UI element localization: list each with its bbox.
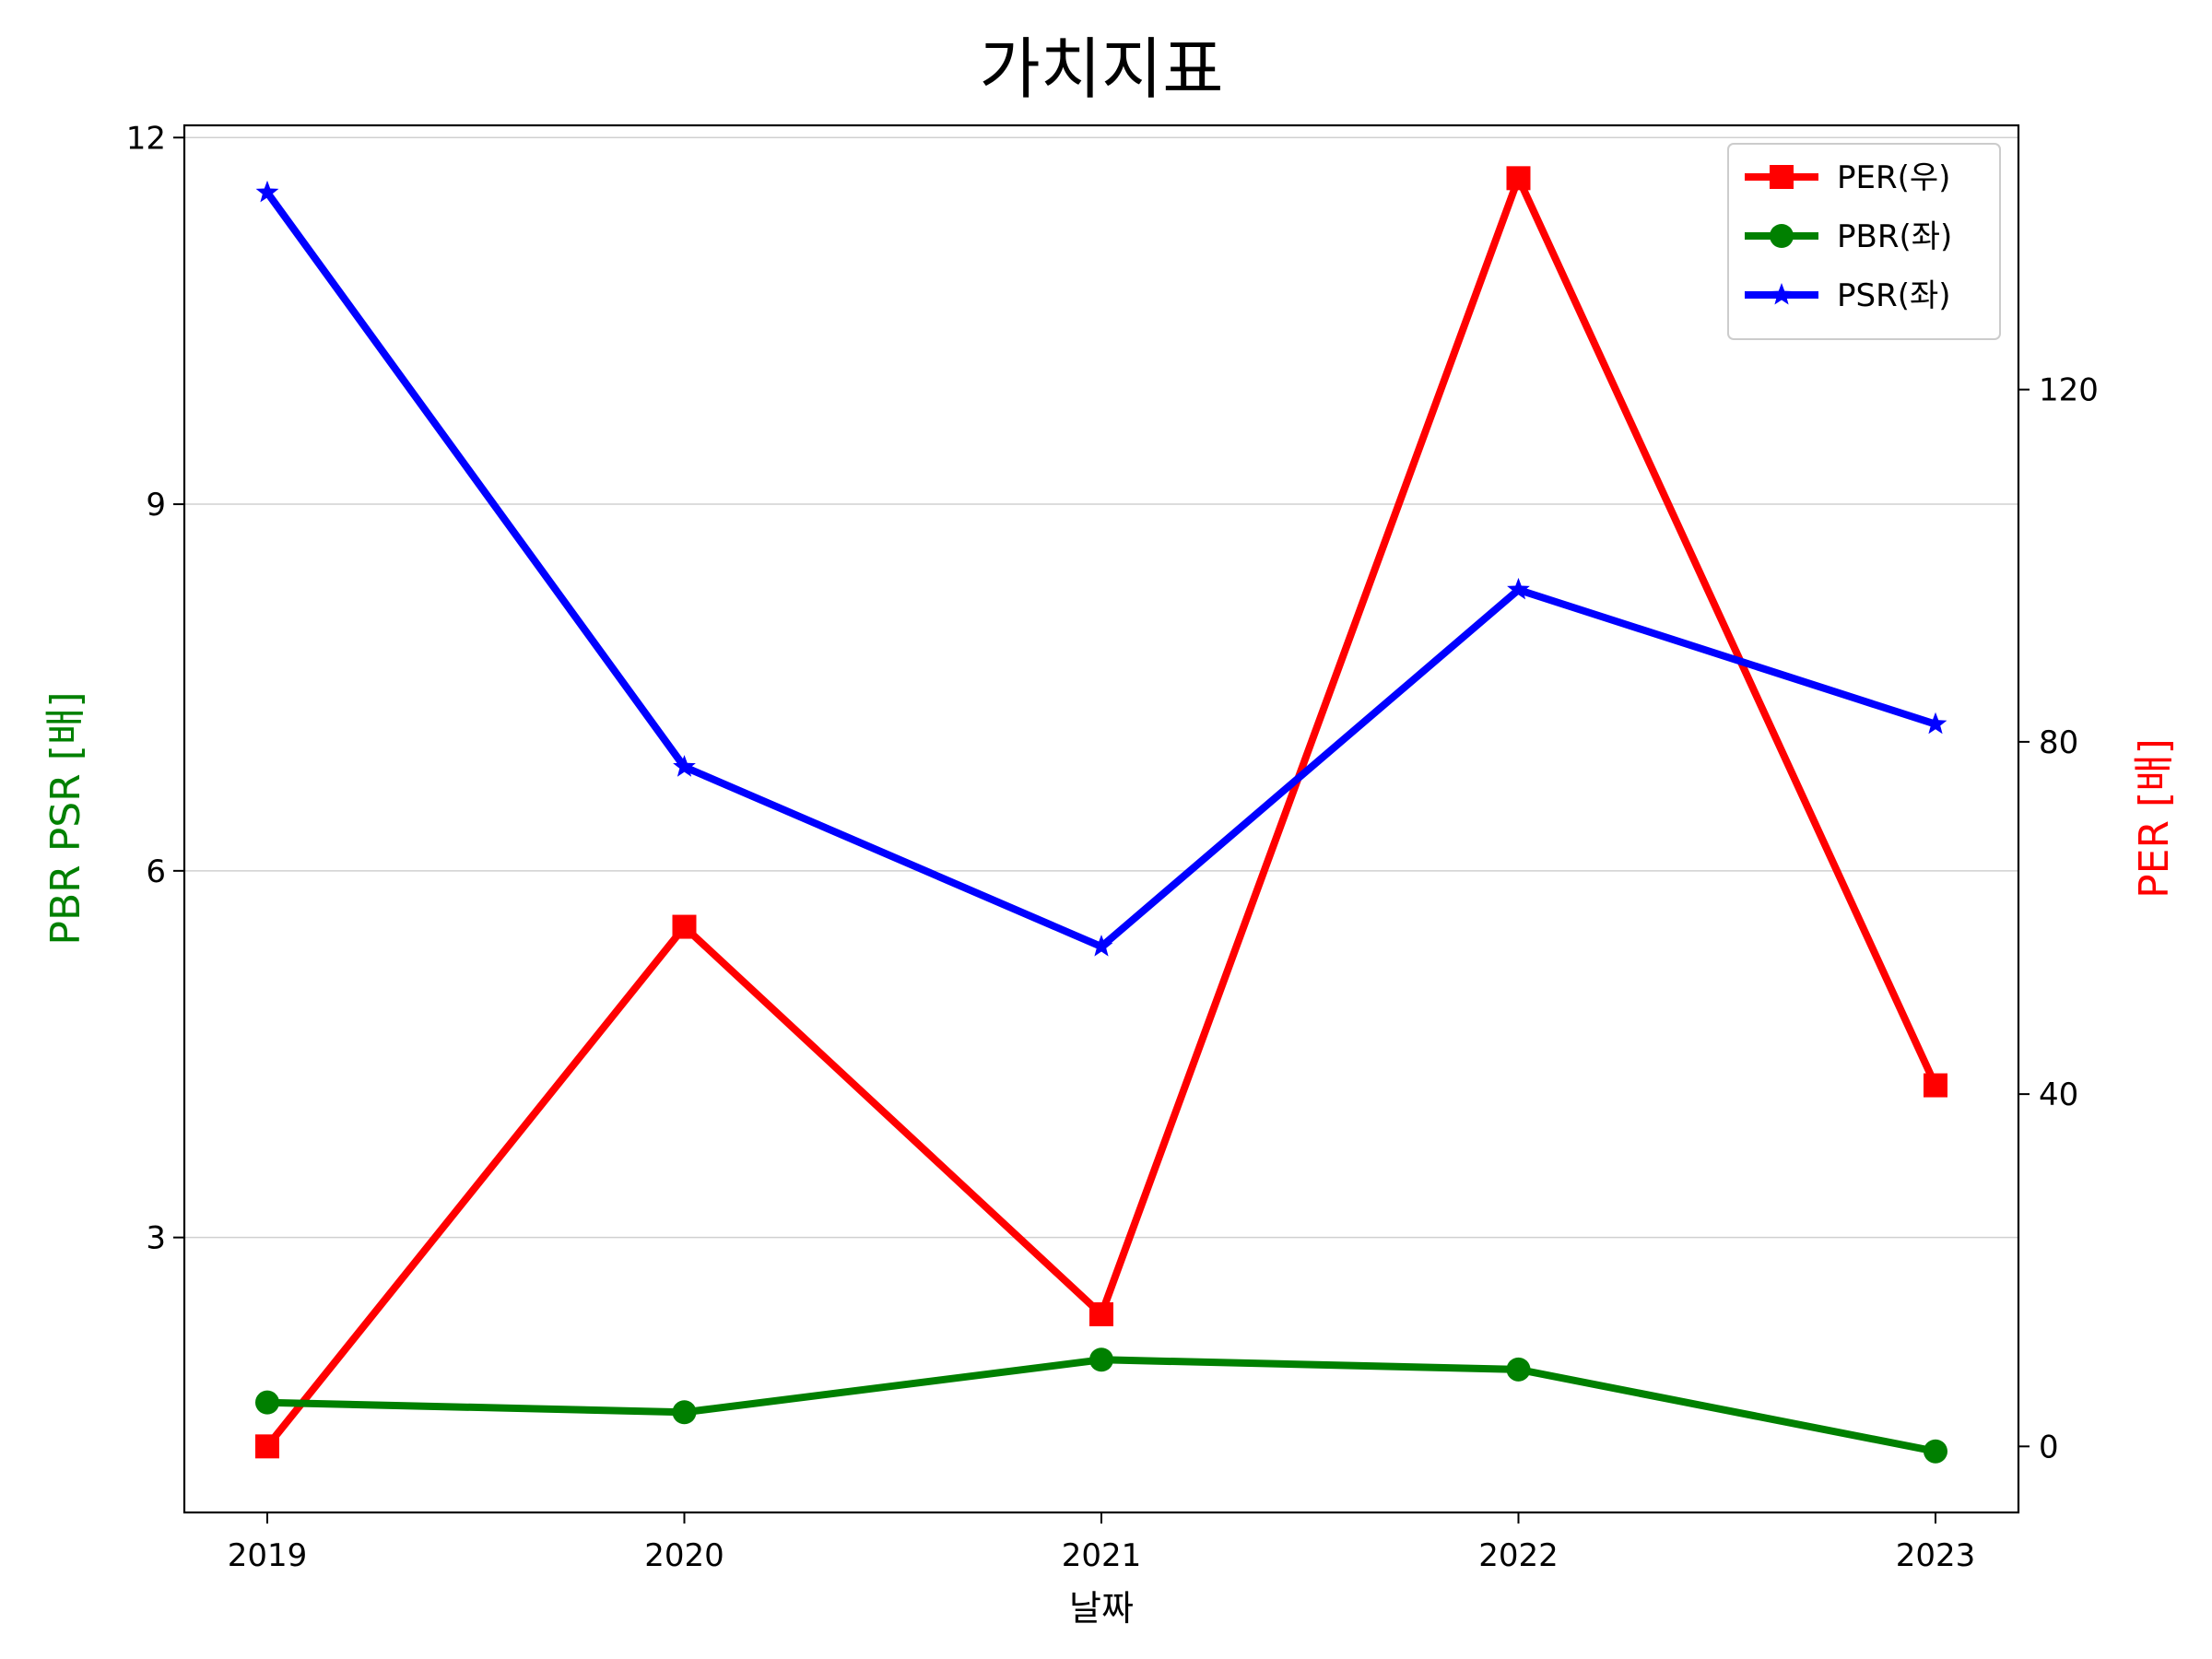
right-tick-label: 40	[2039, 1077, 2078, 1113]
x-tick-label: 2020	[644, 1537, 724, 1574]
series-circle	[255, 1347, 1947, 1464]
series-square	[255, 166, 1947, 1459]
left-tick-label: 6	[146, 853, 166, 890]
data-point	[1924, 1439, 1947, 1464]
left-tick-label: 3	[146, 1220, 166, 1257]
series-star	[255, 180, 1947, 957]
data-point	[1089, 1302, 1113, 1326]
legend-marker	[1770, 283, 1794, 305]
x-axis-label: 날짜	[1069, 1588, 1134, 1629]
right-tick-label: 80	[2039, 724, 2078, 761]
x-tick-label: 2022	[1478, 1537, 1559, 1574]
series-line	[264, 190, 1937, 951]
chart-title: 가치지표	[980, 30, 1224, 108]
legend-marker	[1770, 224, 1794, 248]
left-tick-label: 12	[126, 120, 166, 157]
right-axis-label: PER [배]	[2131, 738, 2178, 899]
data-point	[255, 1390, 279, 1415]
data-point	[672, 914, 697, 939]
data-point	[1924, 1073, 1947, 1098]
x-tick-label: 2019	[228, 1537, 308, 1574]
right-tick-label: 0	[2039, 1429, 2059, 1465]
left-axis-label: PBR PSR [배]	[42, 691, 89, 945]
data-point	[1506, 1357, 1531, 1382]
legend-box	[1727, 143, 2001, 340]
legend: PER(우) PBR(좌) PSR(좌)	[1727, 143, 2001, 340]
series-line	[264, 174, 1939, 1449]
data-point	[1089, 1347, 1113, 1372]
series-layer	[255, 166, 1947, 1464]
data-point	[1089, 935, 1113, 957]
data-point	[1506, 166, 1531, 191]
data-point	[672, 1400, 697, 1425]
right-tick-label: 120	[2039, 372, 2099, 409]
left-tick-label: 9	[146, 487, 166, 524]
x-tick-label: 2021	[1062, 1537, 1142, 1574]
legend-label: PBR(좌)	[1837, 218, 1952, 255]
data-point	[1507, 577, 1530, 600]
legend-marker	[1770, 165, 1794, 189]
legend-label: PER(우)	[1837, 159, 1950, 196]
data-point	[1924, 712, 1947, 735]
data-point	[673, 755, 696, 777]
x-tick-label: 2023	[1896, 1537, 1976, 1574]
legend-label: PSR(좌)	[1837, 277, 1951, 314]
data-point	[255, 180, 279, 203]
series-line	[266, 1356, 1936, 1455]
data-point	[255, 1434, 279, 1459]
